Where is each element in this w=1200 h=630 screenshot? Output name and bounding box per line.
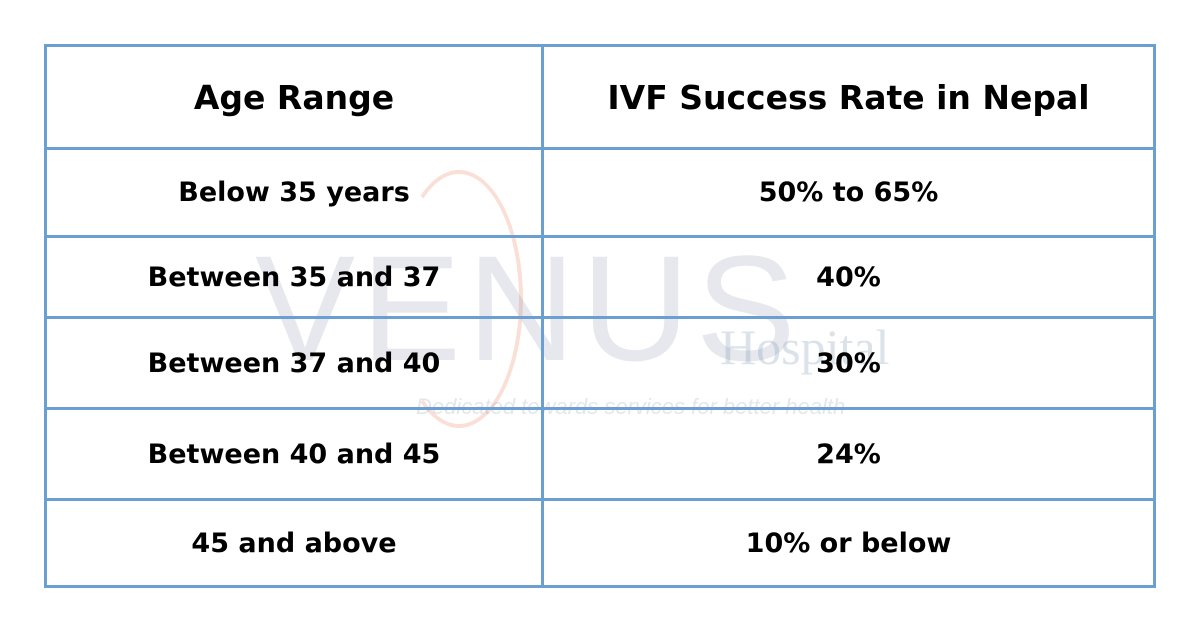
header-cell: IVF Success Rate in Nepal: [541, 44, 1156, 150]
table-row: Between 37 and 40 30%: [44, 316, 1156, 410]
header-cell: Age Range: [44, 44, 544, 150]
table-cell: 24%: [541, 407, 1156, 501]
table-cell: Below 35 years: [44, 147, 544, 238]
table-row: Below 35 years 50% to 65%: [44, 147, 1156, 238]
table-cell: 40%: [541, 235, 1156, 319]
table-cell: Between 35 and 37: [44, 235, 544, 319]
table: Age Range IVF Success Rate in Nepal Below…: [44, 44, 1156, 588]
table-cell: 10% or below: [541, 498, 1156, 588]
table-cell: 30%: [541, 316, 1156, 410]
table-cell: Between 40 and 45: [44, 407, 544, 501]
table-row: Between 40 and 45 24%: [44, 407, 1156, 501]
table-cell: Between 37 and 40: [44, 316, 544, 410]
table-row: Between 35 and 37 40%: [44, 235, 1156, 319]
header-row: Age Range IVF Success Rate in Nepal: [44, 44, 1156, 150]
table-cell: 45 and above: [44, 498, 544, 588]
table-body: Below 35 years 50% to 65% Between 35 and 3…: [44, 147, 1156, 588]
table-row: 45 and above 10% or below: [44, 498, 1156, 588]
table-cell: 50% to 65%: [541, 147, 1156, 238]
